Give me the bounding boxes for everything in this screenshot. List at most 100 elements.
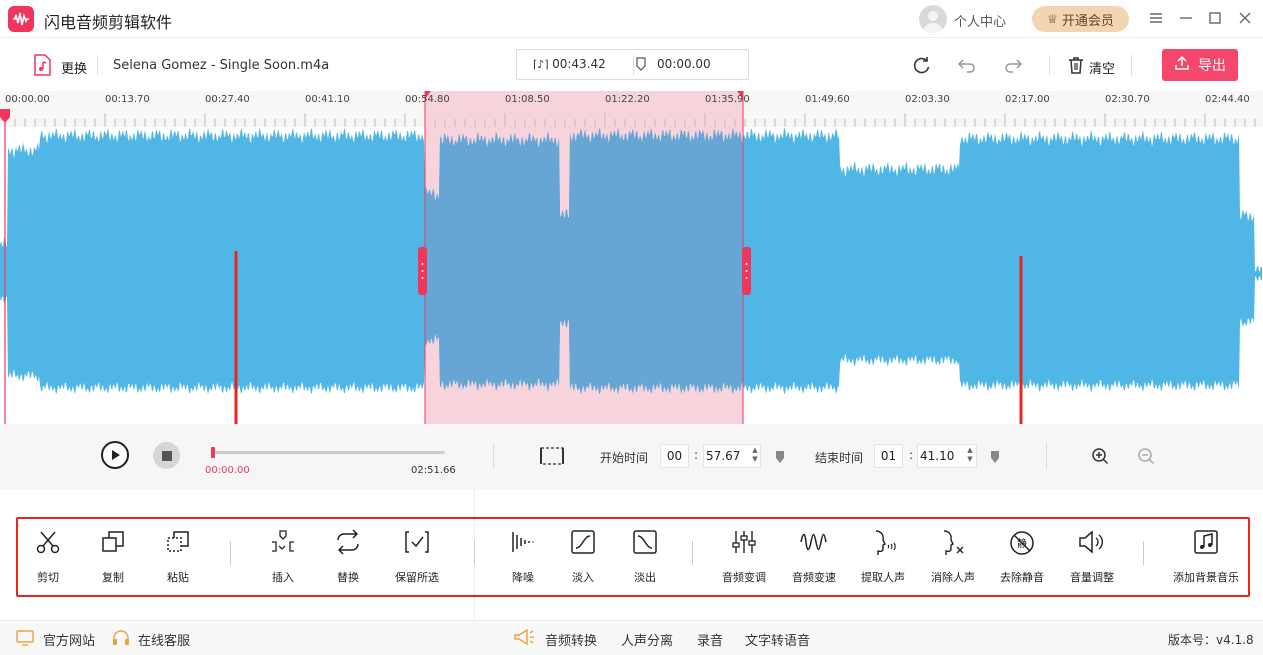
refresh-icon[interactable]: [912, 55, 932, 75]
start-spinner[interactable]: ▲ ▼: [752, 446, 758, 463]
tool-insert-button[interactable]: 插入: [247, 525, 319, 591]
tool-fadeout-button[interactable]: 淡出: [609, 525, 681, 591]
tool-speed-button[interactable]: 音频变速: [778, 525, 850, 591]
tool-denoise-button[interactable]: 降噪: [487, 525, 559, 591]
ruler-tick-label: 01:49.60: [805, 94, 850, 105]
annotation-highlight-box: [16, 517, 1250, 597]
avatar[interactable]: [919, 5, 947, 33]
convert-link[interactable]: 音频转换: [545, 634, 598, 649]
user-center-link[interactable]: 个人中心: [954, 15, 1007, 30]
ruler-tick-label: 00:41.10: [305, 94, 350, 105]
tool-replace-button[interactable]: 替换: [312, 525, 384, 591]
keep-icon: [404, 525, 430, 559]
website-link[interactable]: 官方网站: [43, 634, 96, 649]
remove-silence-icon: 静: [1008, 525, 1036, 561]
tool-label: 替换: [337, 571, 359, 584]
cut-icon: [35, 525, 61, 559]
progress-handle[interactable]: [211, 447, 215, 458]
tool-cut-button[interactable]: 剪切: [12, 525, 84, 591]
export-button[interactable]: 导出: [1162, 49, 1238, 81]
end-spinner[interactable]: ▲ ▼: [967, 446, 973, 463]
tool-volume-button[interactable]: 音量调整: [1056, 525, 1128, 591]
playhead[interactable]: [0, 109, 10, 424]
tool-bgm-button[interactable]: 添加背景音乐: [1170, 525, 1242, 591]
bgm-icon: [1193, 525, 1219, 559]
tool-label: 淡入: [572, 571, 594, 584]
menu-icon[interactable]: [1146, 8, 1166, 28]
divider: [474, 541, 475, 565]
tool-label: 粘贴: [167, 571, 189, 584]
ruler-tick-label: 02:30.70: [1105, 94, 1150, 105]
support-link[interactable]: 在线客服: [138, 634, 191, 649]
playback-controls: [0, 424, 1263, 490]
replace-file-button[interactable]: 更换: [61, 62, 88, 77]
ruler-tick-label: 01:22.20: [605, 94, 650, 105]
pin-icon[interactable]: [775, 449, 785, 468]
vip-button[interactable]: ♕ 开通会员: [1032, 6, 1129, 32]
tool-copy-button[interactable]: 复制: [77, 525, 149, 591]
music-file-icon[interactable]: [33, 54, 51, 80]
time-display: ⌈♪⌉ 00:43.42 00:00.00: [516, 49, 749, 80]
ruler-tick-label: 01:08.50: [505, 94, 550, 105]
play-icon: [112, 450, 120, 460]
tool-label: 保留所选: [395, 571, 439, 584]
stop-button[interactable]: [153, 442, 180, 469]
tool-paste-button[interactable]: 粘贴: [142, 525, 214, 591]
tool-label: 音频变调: [722, 571, 766, 584]
total-time: 02:51.66: [411, 465, 456, 476]
ruler-tick-label: 00:54.80: [405, 94, 450, 105]
clear-button[interactable]: 清空: [1089, 62, 1116, 77]
play-button[interactable]: [101, 441, 129, 469]
start-min-input[interactable]: 00: [660, 444, 689, 468]
divider: [493, 443, 494, 469]
tool-remove-vocal-button[interactable]: 消除人声: [917, 525, 989, 591]
zoom-out-icon[interactable]: [1137, 447, 1155, 469]
end-min-input[interactable]: 01: [874, 444, 903, 468]
redo-icon[interactable]: [1003, 55, 1023, 75]
denoise-icon: [510, 525, 536, 559]
waveform-canvas[interactable]: [0, 91, 1263, 424]
minimize-icon[interactable]: [1176, 8, 1196, 28]
ruler-tick-label: 02:03.30: [905, 94, 950, 105]
tool-pitch-button[interactable]: 音频变调: [708, 525, 780, 591]
start-time-label: 开始时间: [600, 451, 649, 465]
ruler-tick-label: 02:17.00: [1005, 94, 1050, 105]
pin-icon[interactable]: [990, 449, 1000, 468]
maximize-icon[interactable]: [1205, 8, 1225, 28]
end-sec-input[interactable]: 41.10: [917, 444, 977, 468]
trash-icon[interactable]: [1066, 55, 1086, 75]
headset-icon: [112, 630, 130, 650]
divider: [97, 55, 98, 75]
select-range-icon[interactable]: [538, 445, 566, 471]
tool-extract-vocal-button[interactable]: 提取人声: [847, 525, 919, 591]
separate-link[interactable]: 人声分离: [621, 634, 674, 649]
tool-keep-button[interactable]: 保留所选: [381, 525, 453, 591]
close-icon[interactable]: [1235, 8, 1255, 28]
zoom-in-icon[interactable]: [1091, 447, 1109, 469]
pitch-icon: [731, 525, 757, 559]
start-sec-input[interactable]: 57.67: [703, 444, 761, 468]
megaphone-icon: [513, 628, 535, 650]
tool-fadein-button[interactable]: 淡入: [547, 525, 619, 591]
selection-start-handle[interactable]: [418, 247, 427, 295]
current-time: 00:00.00: [205, 465, 250, 476]
svg-text:静: 静: [1017, 537, 1027, 550]
progress-track[interactable]: [211, 451, 445, 454]
export-label: 导出: [1198, 58, 1226, 74]
stop-icon: [161, 450, 172, 461]
tts-link[interactable]: 文字转语音: [745, 634, 811, 649]
tool-label: 去除静音: [1000, 571, 1044, 584]
app-logo-icon: [8, 6, 34, 32]
record-link[interactable]: 录音: [697, 634, 724, 649]
pin-icon: [635, 57, 647, 74]
tool-label: 音频变速: [792, 571, 836, 584]
selection-end-handle[interactable]: [742, 247, 751, 295]
tool-remove-silence-button[interactable]: 静去除静音: [986, 525, 1058, 591]
tool-label: 降噪: [512, 571, 534, 584]
remove-vocal-icon: [939, 525, 967, 561]
toolbar: [0, 39, 1263, 91]
divider: [692, 541, 693, 565]
undo-icon[interactable]: [957, 55, 977, 75]
position-readout: 00:00.00: [636, 57, 711, 71]
volume-icon: [1078, 525, 1106, 559]
